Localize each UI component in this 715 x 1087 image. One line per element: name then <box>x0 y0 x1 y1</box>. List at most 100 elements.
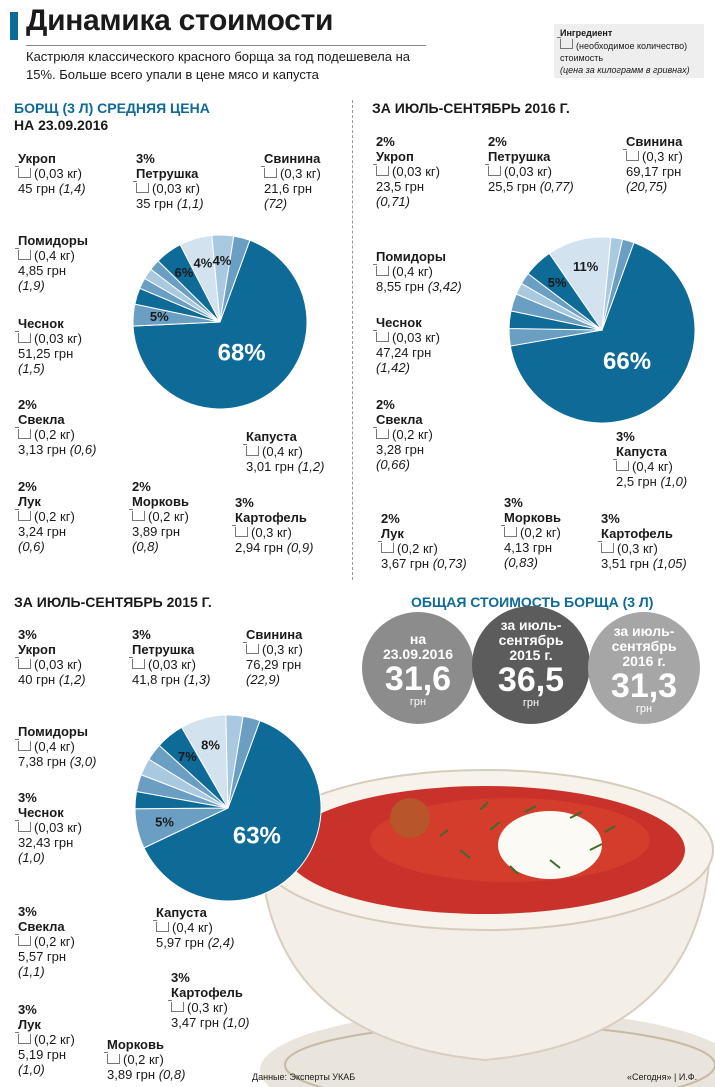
item-name: Свекла <box>18 919 65 934</box>
item-kg-price: (3,0) <box>69 754 97 769</box>
total-unit: грн <box>522 697 540 709</box>
pie-slice-Свинина <box>509 241 696 424</box>
pie-slice-label: 5% <box>155 815 174 830</box>
item-kg-price: (0,8) <box>158 1067 186 1082</box>
item-pct: 3% <box>18 1002 37 1017</box>
cart-icon <box>373 264 389 276</box>
item-name: Петрушка <box>132 642 195 657</box>
chart3-item-pomidory: Помидоры (0,4 кг) 7,38 грн (3,0) <box>15 724 97 769</box>
total-value: 31,3 <box>610 667 678 705</box>
source-note: Данные: Эксперты УКАБ <box>252 1072 356 1082</box>
title-divider <box>26 45 426 46</box>
chart3-item-luk: 3% Лук (0,2 кг) 5,19 грн (1,0) <box>15 1002 75 1077</box>
item-name: Капуста <box>156 905 207 920</box>
borscht-plate-illustration <box>250 740 715 1087</box>
item-name: Картофель <box>171 985 243 1000</box>
item-qty: (0,03 кг) <box>152 181 201 196</box>
item-kg-price: (1,05) <box>652 556 687 571</box>
item-name: Лук <box>381 526 404 541</box>
item-kg-price: (1,2) <box>297 459 325 474</box>
item-price: 4,13 грн <box>504 540 553 555</box>
item-kg-price: (1,42) <box>376 360 410 375</box>
total-circle-2016-09: на 23.09.2016 31,6 грн <box>362 612 474 724</box>
item-qty: (0,4 кг) <box>392 264 433 279</box>
item-qty: (0,2 кг) <box>397 541 438 556</box>
item-price: 3,28 грн <box>376 442 425 457</box>
item-qty: (0,2 кг) <box>520 525 561 540</box>
pie-slice-label: 5% <box>548 275 567 290</box>
item-kg-price: (1,0) <box>18 1062 45 1077</box>
item-price: 35 грн <box>136 196 174 211</box>
item-price: 51,25 грн <box>18 346 74 361</box>
item-price: 3,01 грн <box>246 459 295 474</box>
dill-herbs <box>439 801 616 875</box>
item-price: 47,24 грн <box>376 345 432 360</box>
chart2-item-luk: 2% Лук (0,2 кг) 3,67 грн (0,73) <box>378 511 467 571</box>
cart-icon <box>153 920 169 932</box>
item-price: 5,57 грн <box>18 949 67 964</box>
cart-icon <box>623 149 639 161</box>
item-name: Помидоры <box>376 249 446 264</box>
item-name: Лук <box>18 1017 41 1032</box>
chart1-title: БОРЩ (3 Л) СРЕДНЯЯ ЦЕНА <box>14 100 210 116</box>
item-kg-price: (0,71) <box>376 194 410 209</box>
item-kg-price: (1,1) <box>176 196 204 211</box>
page-subtitle: Кастрюля классического красного борща за… <box>26 49 411 82</box>
item-qty: (0,03 кг) <box>392 164 441 179</box>
item-kg-price: (1,2) <box>58 672 86 687</box>
chart3-item-petrushka: 3% Петрушка (0,03 кг) 41,8 грн (1,3) <box>129 627 211 687</box>
item-qty: (0,2 кг) <box>34 934 75 949</box>
legend-price-per-kg: (цена за килограмм в гривнах) <box>560 65 690 75</box>
item-price: 76,29 грн <box>246 657 302 672</box>
cart-icon <box>232 525 248 537</box>
pie-slice-Свинина <box>143 719 322 902</box>
item-pct: 3% <box>18 904 37 919</box>
item-kg-price: (2,4) <box>207 935 235 950</box>
item-qty: (0,03 кг) <box>34 331 83 346</box>
pie-slice-Свинина <box>132 239 308 410</box>
item-price: 5,97 грн <box>156 935 205 950</box>
item-kg-price: (1,3) <box>183 672 211 687</box>
item-kg-price: (0,9) <box>286 540 314 555</box>
item-qty: (0,3 кг) <box>642 149 683 164</box>
chart1-date: НА 23.09.2016 <box>14 117 109 133</box>
chart1-item-pomidory: Помидоры (0,4 кг) 4,85 грн (1,9) <box>15 233 88 293</box>
cart-icon <box>557 37 573 49</box>
item-kg-price: (1,0) <box>660 474 688 489</box>
total-unit: грн <box>409 696 427 708</box>
pie-main-label: 63% <box>233 822 281 849</box>
item-price: 40 грн <box>18 672 56 687</box>
chart1-item-kartofel: 3% Картофель (0,3 кг) 2,94 грн (0,9) <box>232 495 314 555</box>
item-pct: 2% <box>488 134 507 149</box>
cart-icon <box>15 509 31 521</box>
cart-icon <box>243 642 259 654</box>
cart-icon <box>373 330 389 342</box>
chart3-item-svinina: Свинина (0,3 кг) 76,29 грн (22,9) <box>243 627 303 687</box>
item-pct: 3% <box>18 627 37 642</box>
chart2-item-petrushka: 2% Петрушка (0,03 кг) 25,5 грн (0,77) <box>485 134 574 194</box>
chart3-item-ukrop: 3% Укроп (0,03 кг) 40 грн (1,2) <box>15 627 86 687</box>
item-qty: (0,3 кг) <box>262 642 303 657</box>
chart2-item-svekla: 2% Свекла (0,2 кг) 3,28 грн (0,66) <box>373 397 433 472</box>
cart-icon <box>15 657 31 669</box>
item-name: Картофель <box>601 526 673 541</box>
credit-note: «Сегодня» | И.Ф. <box>627 1072 698 1082</box>
cart-icon <box>373 164 389 176</box>
chart3-pie: 63% 8% 5% 7% <box>134 714 322 902</box>
pie-slice-label: 6% <box>175 265 194 280</box>
chart2-item-ukrop: 2% Укроп (0,03 кг) 23,5 грн (0,71) <box>373 134 441 209</box>
legend-quantity: (необходимое количество) <box>576 41 688 51</box>
item-price: 69,17 грн <box>626 164 682 179</box>
chart3-item-morkov: Морковь (0,2 кг) 3,89 грн (0,8) <box>104 1037 186 1082</box>
chart1-pie: 68%4%6%5%4% <box>132 234 308 410</box>
item-price: 32,43 грн <box>18 835 74 850</box>
chart3-item-chesnok: 3% Чеснок (0,03 кг) 32,43 грн (1,0) <box>15 790 82 865</box>
title-accent-bar <box>10 12 18 40</box>
item-name: Укроп <box>18 151 56 166</box>
item-pct: 3% <box>136 151 155 166</box>
total-label: за июль-сентябрь 2015 г. <box>498 617 564 663</box>
total-label: на 23.09.2016 <box>382 631 454 662</box>
chart1-item-morkov: 2% Морковь (0,2 кг) 3,89 грн (0,8) <box>129 479 189 554</box>
item-qty: (0,4 кг) <box>632 459 673 474</box>
total-circle-2016: за июль-сентябрь 2016 г. 31,3 грн <box>588 612 700 724</box>
